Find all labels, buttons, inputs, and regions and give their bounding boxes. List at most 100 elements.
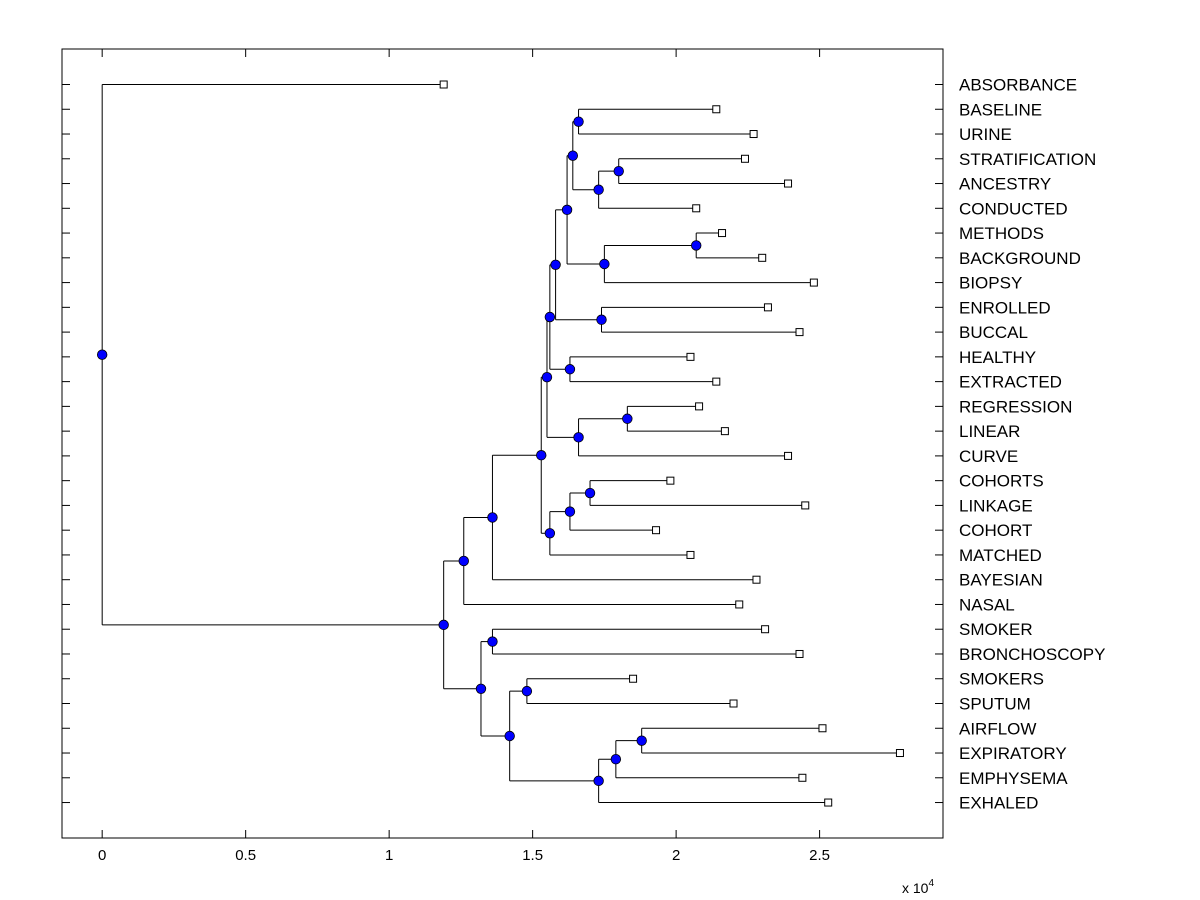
merge-node-marker [593, 184, 604, 195]
x-tick-label: 1 [385, 847, 393, 864]
merge-node-marker [622, 413, 633, 424]
leaf-label: SPUTUM [959, 695, 1031, 714]
leaf-label: COHORTS [959, 472, 1044, 491]
leaf-marker [439, 80, 448, 89]
leaf-marker [784, 179, 793, 188]
x-axis-multiplier: x 104 [902, 878, 934, 896]
leaf-label: ENROLLED [959, 298, 1051, 317]
x-multiplier-exponent: 4 [928, 878, 934, 889]
leaf-marker [809, 278, 818, 287]
merge-node-marker [596, 314, 607, 325]
leaf-label: NASAL [959, 595, 1015, 614]
leaf-label: HEALTHY [959, 348, 1036, 367]
leaf-label: ANCESTRY [959, 175, 1051, 194]
merge-node-marker [487, 512, 498, 523]
leaf-marker [740, 154, 749, 163]
edges-layer [101, 84, 900, 804]
leaf-marker [798, 773, 807, 782]
leaf-label: URINE [959, 125, 1012, 144]
merge-node-marker [593, 775, 604, 787]
leaf-marker [784, 451, 793, 460]
merge-node-marker [536, 450, 547, 461]
leaf-marker [686, 550, 695, 559]
merge-node-marker [564, 506, 576, 517]
merge-node-marker [521, 685, 533, 697]
merge-node-marker [550, 259, 561, 270]
leaf-label: BRONCHOSCOPY [959, 645, 1105, 664]
leaf-marker [761, 625, 770, 634]
leaf-marker [763, 303, 772, 312]
merge-node-marker [544, 311, 556, 323]
merge-node-marker [584, 487, 596, 499]
merge-node-marker [599, 258, 610, 270]
merge-node-marker [573, 432, 584, 443]
x-ticks-layer: 0 0.5 1 1.5 2 2.5 [98, 49, 830, 864]
leaf-marker [795, 328, 804, 337]
merge-node-marker [691, 240, 702, 251]
leaf-marker [712, 377, 721, 386]
x-tick-label: 1.5 [522, 847, 543, 864]
merge-node-marker [475, 683, 487, 694]
leaf-marker [652, 526, 661, 535]
merge-node-marker [636, 735, 647, 746]
leaf-label: STRATIFICATION [959, 150, 1096, 169]
x-tick-label: 2.5 [809, 847, 830, 864]
leaf-label: BAYESIAN [959, 571, 1043, 590]
leaf-marker [718, 229, 727, 238]
leaf-marker [758, 253, 767, 262]
leaf-marker [666, 476, 675, 485]
leaf-label: ABSORBANCE [959, 76, 1077, 95]
merge-node-marker [613, 165, 624, 177]
merge-node-marker [564, 364, 576, 375]
leaf-labels-layer: ABSORBANCE BASELINE URINE STRATIFICATION ANC… [959, 76, 1105, 813]
leaf-marker [749, 130, 758, 139]
leaf-marker [629, 674, 638, 683]
merge-node-marker [438, 619, 449, 631]
plot-area-frame [61, 48, 944, 839]
leaf-label: LINEAR [959, 422, 1020, 441]
merge-node-marker [96, 349, 108, 360]
leaf-marker [818, 724, 827, 733]
leaf-marker [729, 699, 738, 708]
merge-node-marker [487, 636, 498, 647]
leaf-marker [801, 501, 810, 510]
leaf-label: CONDUCTED [959, 199, 1068, 218]
leaf-label: LINKAGE [959, 496, 1033, 515]
merge-node-marker [567, 150, 579, 161]
x-tick-label: 0 [98, 847, 106, 864]
merge-node-marker [544, 528, 556, 539]
leaf-marker [686, 352, 695, 361]
merge-node-marker [610, 754, 622, 765]
leaf-label: EXHALED [959, 794, 1038, 813]
leaf-label: AIRFLOW [959, 719, 1036, 738]
leaf-marker [695, 402, 704, 411]
markers-layer [96, 80, 904, 807]
leaf-label: SMOKER [959, 620, 1033, 639]
leaf-label: BACKGROUND [959, 249, 1081, 268]
leaf-marker [752, 575, 761, 584]
leaf-label: EXTRACTED [959, 373, 1062, 392]
leaf-label: BIOPSY [959, 274, 1022, 293]
leaf-label: CURVE [959, 447, 1018, 466]
merge-node-marker [504, 730, 515, 742]
leaf-label: BUCCAL [959, 323, 1028, 342]
leaf-label: EMPHYSEMA [959, 769, 1068, 788]
leaf-label: MATCHED [959, 546, 1042, 565]
leaf-label: BASELINE [959, 100, 1042, 119]
leaf-marker [895, 749, 904, 758]
leaf-label: EXPIRATORY [959, 744, 1067, 763]
merge-node-marker [458, 555, 469, 567]
leaf-marker [824, 798, 833, 807]
y-ticks-layer [62, 84, 943, 804]
x-tick-label: 2 [672, 847, 680, 864]
leaf-label: SMOKERS [959, 670, 1044, 689]
leaf-marker [692, 204, 701, 213]
merge-node-marker [561, 204, 573, 216]
merge-node-marker [541, 371, 553, 383]
merge-node-marker [573, 116, 584, 127]
leaf-marker [720, 427, 729, 436]
leaf-marker [712, 105, 721, 114]
x-tick-label: 0.5 [235, 847, 256, 864]
x-multiplier-base: x 10 [902, 880, 929, 896]
leaf-marker [735, 600, 744, 609]
